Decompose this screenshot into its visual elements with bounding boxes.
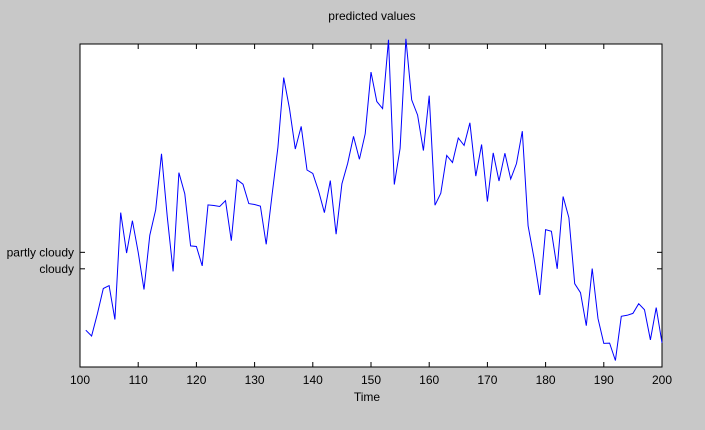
x-tick-label: 160 <box>419 373 439 387</box>
y-axis: partly cloudy cloudy <box>7 245 662 276</box>
x-tick-label: 140 <box>303 373 323 387</box>
x-tick-label: 150 <box>361 373 381 387</box>
x-tick-label: 200 <box>652 373 672 387</box>
series-line <box>85 38 663 361</box>
x-axis: 100 110 120 130 140 150 160 170 180 190 200 <box>70 44 672 387</box>
x-tick-label: 180 <box>536 373 556 387</box>
x-tick-label: 120 <box>186 373 206 387</box>
x-tick-label: 130 <box>245 373 265 387</box>
x-axis-label: Time <box>354 390 381 404</box>
plot-area <box>79 43 663 368</box>
x-tick-label: 110 <box>129 373 148 387</box>
x-tick-label: 190 <box>594 373 614 387</box>
chart-title: predicted values <box>328 9 415 23</box>
x-tick-label: 170 <box>477 373 497 387</box>
y-tick-label: cloudy <box>39 262 74 276</box>
x-tick-label: 100 <box>70 373 90 387</box>
y-tick-label: partly cloudy <box>7 245 74 259</box>
